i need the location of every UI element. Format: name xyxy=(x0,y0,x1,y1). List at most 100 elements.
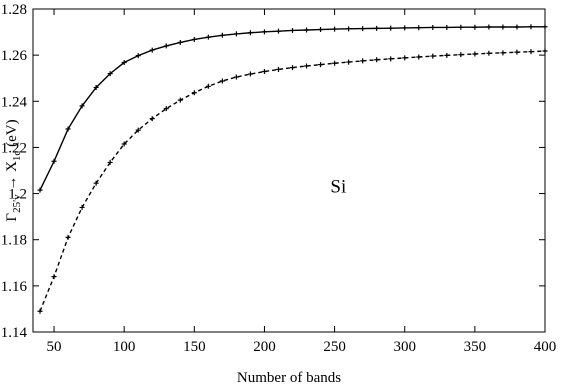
data-point-solid xyxy=(121,60,127,66)
y-axis-label: Γ25'v → X1c (eV) xyxy=(4,119,23,221)
y-tick-label: 1.16 xyxy=(1,279,28,295)
data-point-dashed xyxy=(360,58,366,64)
data-point-dashed xyxy=(388,56,394,62)
data-point-solid xyxy=(514,24,520,30)
series-line-solid xyxy=(39,26,545,191)
data-point-solid xyxy=(402,25,408,31)
data-point-solid xyxy=(528,24,534,30)
data-point-solid xyxy=(332,26,338,32)
material-annotation: Si xyxy=(330,176,346,197)
y-tick-label: 1.2 xyxy=(8,187,27,203)
data-point-dashed xyxy=(107,159,113,165)
y-tick-label: 1.14 xyxy=(1,325,28,341)
data-point-dashed xyxy=(346,59,352,65)
data-point-solid xyxy=(500,24,506,30)
data-point-solid xyxy=(318,27,324,33)
data-point-solid xyxy=(374,25,380,31)
ticks-layer: 50 100 150 200 250 300 350 400 1.14 1.16 1.18 1.2 1.… xyxy=(1,2,557,355)
data-point-solid xyxy=(233,31,239,37)
data-point-solid xyxy=(107,71,113,77)
data-point-solid xyxy=(360,26,366,32)
x-tick-label: 100 xyxy=(113,339,136,355)
y-axis-label-unit: (eV) xyxy=(4,119,20,150)
data-point-dashed xyxy=(149,116,155,122)
data-point-dashed xyxy=(163,106,169,112)
y-tick-label: 1.18 xyxy=(1,233,27,249)
data-point-dashed xyxy=(416,54,422,60)
data-point-dashed xyxy=(233,74,239,80)
x-tick-label: 250 xyxy=(323,339,346,355)
data-point-solid xyxy=(205,34,211,40)
y-tick-label: 1.24 xyxy=(1,94,28,110)
plot-frame xyxy=(32,8,546,333)
data-point-dashed xyxy=(135,127,141,133)
data-point-dashed xyxy=(65,234,71,240)
data-point-dashed xyxy=(261,69,267,75)
data-point-solid xyxy=(346,26,352,32)
data-point-dashed xyxy=(374,57,380,63)
data-point-solid xyxy=(472,24,478,30)
data-point-solid xyxy=(388,25,394,31)
series-line-dashed xyxy=(39,50,546,312)
x-tick-label: 200 xyxy=(253,339,276,355)
data-point-dashed xyxy=(332,60,338,66)
data-point-solid xyxy=(290,27,296,33)
data-point-solid xyxy=(444,24,450,30)
data-point-solid xyxy=(65,126,71,132)
data-point-dashed xyxy=(458,52,464,58)
data-point-dashed xyxy=(444,52,450,58)
data-point-dashed xyxy=(51,274,57,280)
data-point-solid xyxy=(261,29,267,35)
data-point-solid xyxy=(275,28,281,34)
data-point-dashed xyxy=(93,180,99,186)
data-point-dashed xyxy=(79,204,85,210)
data-point-dashed xyxy=(318,62,324,68)
data-point-dashed xyxy=(528,49,534,55)
x-tick-label: 300 xyxy=(393,339,416,355)
y-tick-label: 1.22 xyxy=(1,140,27,156)
data-point-dashed xyxy=(177,97,183,103)
data-point-solid xyxy=(135,53,141,59)
y-axis-label-sub1: 25'v xyxy=(11,194,23,213)
data-point-dashed xyxy=(121,141,127,147)
data-point-solid xyxy=(486,24,492,30)
y-tick-label: 1.28 xyxy=(1,2,27,18)
data-point-solid xyxy=(37,187,43,193)
data-point-solid xyxy=(93,84,99,90)
data-point-solid xyxy=(79,103,85,109)
y-tick-label: 1.26 xyxy=(1,48,28,64)
data-point-solid xyxy=(51,158,57,164)
data-point-dashed xyxy=(402,55,408,61)
y-axis-label-arrow: → X xyxy=(4,161,20,195)
data-point-solid xyxy=(458,24,464,30)
data-point-dashed xyxy=(247,71,253,77)
data-point-dashed xyxy=(486,50,492,56)
data-point-dashed xyxy=(500,50,506,56)
data-point-solid xyxy=(163,43,169,49)
data-point-dashed xyxy=(514,49,520,55)
data-point-dashed xyxy=(290,65,296,71)
data-point-solid xyxy=(177,39,183,45)
data-point-solid xyxy=(304,27,310,33)
data-point-dashed xyxy=(275,66,281,72)
y-axis-label-sub2: 1c xyxy=(11,151,23,162)
data-point-dashed xyxy=(191,90,197,96)
data-point-solid xyxy=(191,36,197,42)
x-tick-label: 400 xyxy=(534,339,557,355)
series-layer xyxy=(37,24,548,314)
data-point-solid xyxy=(219,32,225,38)
x-tick-label: 50 xyxy=(47,339,62,355)
data-point-solid xyxy=(247,30,253,36)
data-point-dashed xyxy=(219,78,225,84)
data-point-dashed xyxy=(304,63,310,69)
x-tick-label: 150 xyxy=(183,339,206,355)
data-point-dashed xyxy=(472,51,478,57)
x-tick-label: 350 xyxy=(464,339,487,355)
data-point-dashed xyxy=(430,53,436,59)
y-axis-label-gamma: Γ xyxy=(4,213,20,222)
data-point-solid xyxy=(430,24,436,30)
data-point-dashed xyxy=(37,308,43,314)
data-point-solid xyxy=(416,25,422,31)
data-point-dashed xyxy=(205,83,211,89)
